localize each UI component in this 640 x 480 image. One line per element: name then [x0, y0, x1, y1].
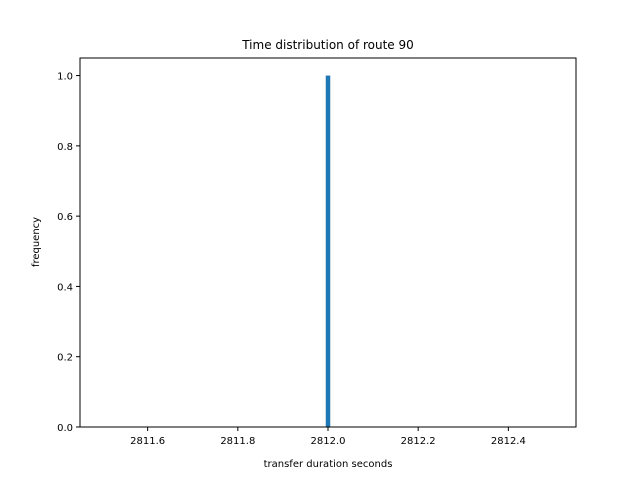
y-tick-label: 0.4: [57, 282, 73, 293]
plot-frame: [79, 57, 577, 428]
y-tick-label: 0.6: [57, 212, 73, 223]
x-tick-label: 2811.8: [220, 436, 255, 447]
x-tick-label: 2812.2: [401, 436, 436, 447]
x-ticks: 2811.6 2811.8 2812.0 2812.2 2812.4: [130, 427, 526, 447]
bars-layer: [325, 75, 331, 428]
x-axis-label: transfer duration seconds: [264, 459, 393, 470]
y-ticks: 0.0 0.2 0.4 0.6 0.8 1.0: [57, 72, 80, 434]
histogram-bar: [325, 75, 331, 428]
x-tick-label: 2811.6: [130, 436, 165, 447]
chart-title: Time distribution of route 90: [241, 38, 414, 52]
y-tick-label: 1.0: [57, 72, 73, 83]
y-tick-label: 0.8: [57, 142, 73, 153]
y-tick-label: 0.2: [57, 353, 73, 364]
y-axis-label: frequency: [31, 217, 42, 267]
y-tick-label: 0.0: [57, 423, 73, 434]
x-tick-label: 2812.4: [491, 436, 526, 447]
x-tick-label: 2812.0: [311, 436, 346, 447]
